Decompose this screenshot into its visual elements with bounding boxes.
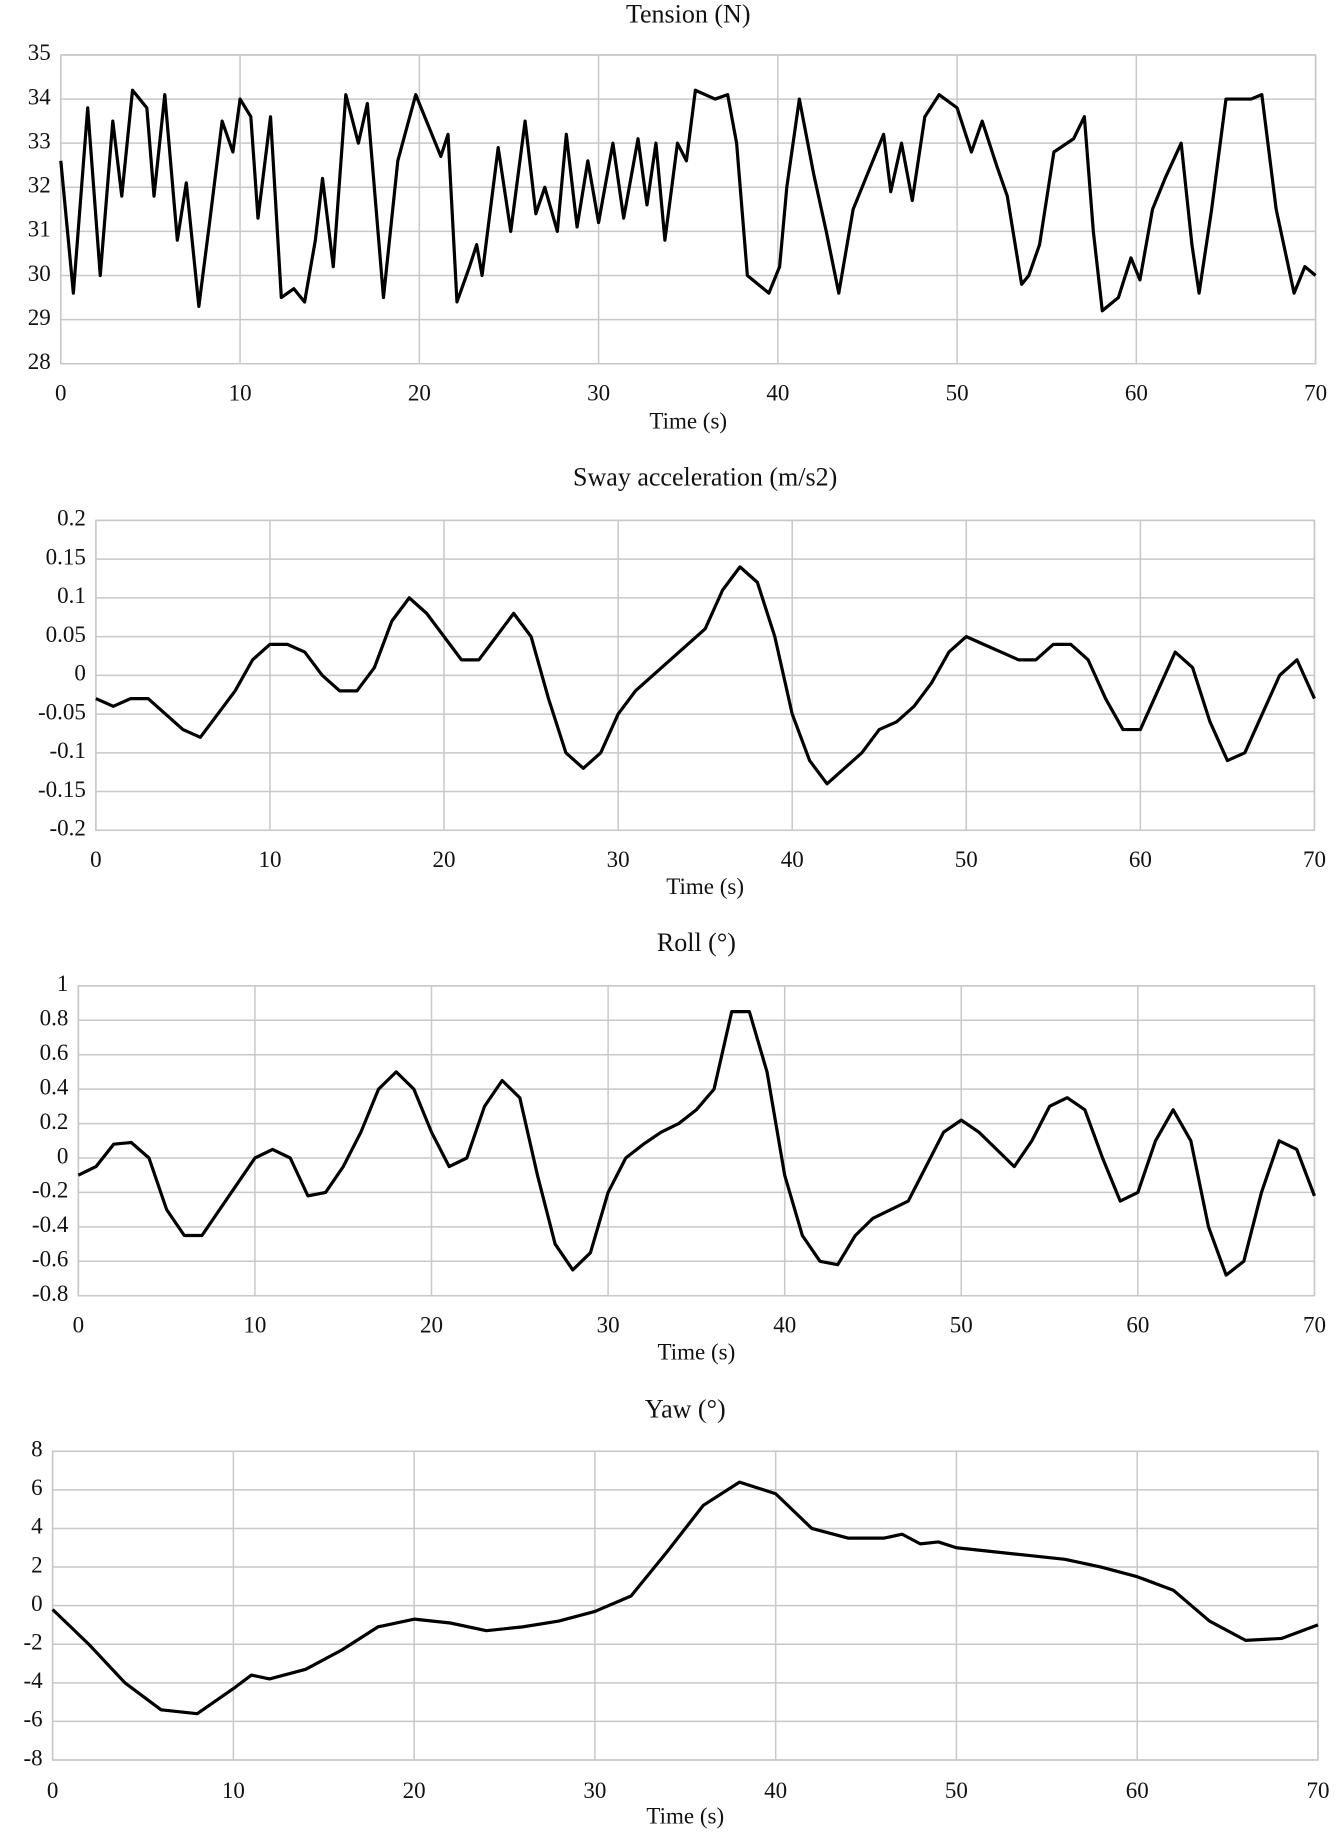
- x-tick-label: 30: [587, 381, 610, 406]
- y-tick-label: -0.2: [49, 816, 85, 841]
- chart-title: Roll (°): [657, 928, 736, 957]
- y-tick-label: 1: [57, 971, 69, 996]
- y-tick-label: 8: [31, 1437, 43, 1462]
- x-tick-label: 0: [73, 1313, 85, 1338]
- x-tick-label: 50: [955, 847, 978, 872]
- y-tick-label: 0.6: [40, 1040, 69, 1065]
- x-tick-label: 70: [1306, 1778, 1329, 1803]
- x-axis-label: Time (s): [658, 1339, 736, 1364]
- y-tick-label: 30: [28, 261, 51, 286]
- y-tick-label: -2: [23, 1630, 42, 1655]
- plot-frame: [60, 54, 1317, 365]
- x-tick-label: 20: [420, 1313, 443, 1338]
- y-tick-label: 0: [74, 661, 86, 686]
- x-tick-label: 0: [47, 1778, 59, 1803]
- y-tick-label: -0.8: [32, 1281, 68, 1306]
- data-line: [51, 1480, 1319, 1716]
- x-tick-label: 20: [433, 847, 456, 872]
- x-tick-label: 0: [55, 381, 67, 406]
- y-tick-label: -6: [23, 1707, 42, 1732]
- y-tick-label: -0.1: [49, 738, 85, 763]
- x-tick-label: 40: [773, 1313, 796, 1338]
- y-tick-label: 33: [28, 128, 51, 153]
- y-tick-label: 0.15: [46, 544, 86, 569]
- y-tick-label: 0: [31, 1591, 43, 1616]
- x-tick-label: 60: [1125, 381, 1148, 406]
- x-tick-label: 0: [90, 847, 102, 872]
- y-tick-label: 0.8: [40, 1006, 69, 1031]
- x-tick-label: 60: [1126, 1778, 1149, 1803]
- x-tick-label: 40: [781, 847, 804, 872]
- x-tick-label: 10: [222, 1778, 245, 1803]
- x-tick-label: 60: [1126, 1313, 1149, 1338]
- chart-title: Sway acceleration (m/s2): [573, 462, 837, 491]
- x-tick-label: 40: [766, 381, 789, 406]
- x-axis-label: Time (s): [649, 409, 727, 434]
- y-tick-label: 2: [31, 1552, 43, 1577]
- y-tick-label: 0.2: [40, 1109, 69, 1134]
- data-line: [59, 88, 1317, 313]
- x-axis-label: Time (s): [666, 874, 744, 899]
- x-tick-label: 30: [583, 1778, 606, 1803]
- x-tick-label: 20: [403, 1778, 426, 1803]
- y-tick-label: 32: [28, 173, 51, 198]
- y-tick-label: 4: [31, 1514, 43, 1539]
- x-tick-label: 50: [945, 1778, 968, 1803]
- y-tick-label: 28: [28, 349, 51, 374]
- y-tick-label: -4: [23, 1668, 43, 1693]
- x-tick-label: 70: [1304, 381, 1327, 406]
- chart-title: Yaw (°): [645, 1394, 726, 1423]
- x-tick-label: 60: [1129, 847, 1152, 872]
- x-axis-label: Time (s): [646, 1804, 724, 1829]
- x-tick-label: 50: [946, 381, 969, 406]
- x-tick-label: 40: [764, 1778, 787, 1803]
- x-tick-label: 30: [597, 1313, 620, 1338]
- x-tick-label: 10: [258, 847, 281, 872]
- y-tick-label: 0.1: [57, 583, 86, 608]
- y-tick-label: -0.6: [32, 1247, 68, 1272]
- y-tick-label: 35: [28, 40, 51, 65]
- x-tick-label: 30: [607, 847, 630, 872]
- x-tick-label: 10: [243, 1313, 266, 1338]
- y-tick-label: 0: [57, 1143, 69, 1168]
- y-tick-label: 0.2: [57, 506, 86, 531]
- y-tick-label: -0.2: [32, 1178, 68, 1203]
- data-line: [77, 1010, 1316, 1277]
- y-tick-label: 0.4: [40, 1074, 69, 1099]
- x-tick-label: 10: [229, 381, 252, 406]
- y-tick-label: 6: [31, 1475, 43, 1500]
- y-tick-label: 31: [28, 217, 51, 242]
- y-tick-label: -8: [23, 1745, 42, 1770]
- x-tick-label: 70: [1303, 847, 1326, 872]
- y-tick-label: 34: [28, 84, 52, 109]
- x-tick-label: 50: [950, 1313, 973, 1338]
- x-tick-label: 20: [408, 381, 431, 406]
- plot-frame: [77, 985, 1316, 1297]
- y-tick-label: 29: [28, 305, 51, 330]
- y-tick-label: -0.4: [32, 1212, 69, 1237]
- data-line: [95, 565, 1316, 786]
- chart-title: Tension (N): [626, 0, 751, 28]
- y-tick-label: 0.05: [46, 622, 86, 647]
- y-tick-label: -0.05: [38, 699, 86, 724]
- x-tick-label: 70: [1303, 1313, 1326, 1338]
- y-tick-label: -0.15: [38, 777, 86, 802]
